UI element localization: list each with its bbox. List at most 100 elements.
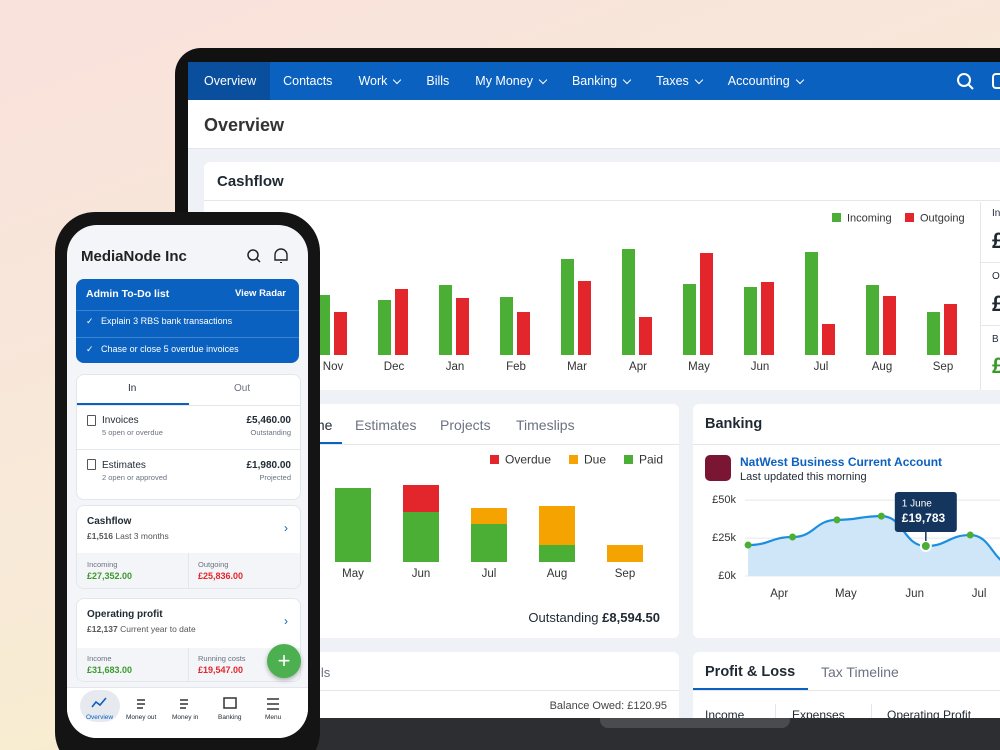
summary-amount: £1,516 bbox=[87, 531, 113, 541]
point bbox=[966, 531, 974, 539]
top-nav: Overview Contacts Work Bills My Money Ba… bbox=[188, 62, 1000, 100]
side-label: In bbox=[992, 208, 1000, 219]
bar bbox=[744, 287, 757, 355]
nav-item[interactable]: Banking bbox=[559, 62, 643, 100]
x-tick-label: Apr bbox=[629, 361, 647, 373]
legend-label: Overdue bbox=[505, 453, 551, 467]
nav-label: My Money bbox=[475, 74, 533, 88]
phone: MediaNode Inc Admin To-Do list View Rada… bbox=[55, 212, 320, 750]
x-tick-label: Jun bbox=[905, 588, 924, 600]
card-title: lls bbox=[318, 665, 331, 680]
side-label: B bbox=[992, 334, 999, 345]
nav-icons[interactable] bbox=[955, 72, 1000, 92]
x-tick-label: May bbox=[835, 588, 857, 600]
nav-item[interactable]: Bills bbox=[426, 74, 450, 88]
legend-swatch bbox=[490, 455, 499, 464]
legend-label: Incoming bbox=[847, 212, 892, 224]
fab[interactable]: + bbox=[267, 644, 301, 678]
summary-title: Cashflow bbox=[87, 516, 132, 527]
bar bbox=[334, 312, 347, 355]
tab[interactable]: In bbox=[128, 383, 137, 394]
side-value: £ bbox=[992, 228, 1000, 253]
bottom-nav-item[interactable]: Money in bbox=[172, 714, 199, 721]
laptop-notch bbox=[600, 718, 790, 728]
point bbox=[919, 539, 932, 552]
summary-value: £31,683.00 bbox=[87, 665, 133, 675]
phone-screen: MediaNode Inc Admin To-Do list View Rada… bbox=[67, 225, 308, 738]
todo-item[interactable]: ✓ Explain 3 RBS bank transactions bbox=[86, 316, 233, 326]
x-tick-label: Jul bbox=[814, 361, 829, 373]
todo-item[interactable]: ✓ Chase or close 5 overdue invoices bbox=[86, 344, 239, 354]
x-tick-label: Jun bbox=[412, 568, 431, 580]
outstanding: Outstanding £8,594.50 bbox=[528, 611, 660, 624]
point bbox=[877, 512, 885, 520]
tab[interactable]: Out bbox=[234, 383, 251, 394]
bar bbox=[622, 249, 635, 355]
card-title: Cashflow bbox=[217, 173, 284, 190]
legend-swatch bbox=[832, 213, 841, 222]
tab[interactable]: Tax Timeline bbox=[821, 664, 899, 680]
tab[interactable]: Timeslips bbox=[516, 417, 575, 433]
point bbox=[744, 541, 752, 549]
x-tick-label: Jan bbox=[446, 361, 465, 373]
tab[interactable]: Estimates bbox=[355, 417, 417, 433]
nav-item[interactable]: Contacts bbox=[283, 74, 333, 88]
header-icons[interactable] bbox=[245, 247, 295, 265]
todo-card[interactable]: Admin To-Do list View Radar ✓ Explain 3 … bbox=[76, 279, 299, 363]
x-tick-label: Jun bbox=[751, 361, 770, 373]
company-name: MediaNode Inc bbox=[81, 248, 187, 265]
bar bbox=[683, 284, 696, 355]
profit-summary[interactable]: Operating profit £12,137 Current year to… bbox=[76, 598, 301, 682]
row-status: Projected bbox=[259, 473, 291, 482]
bar bbox=[439, 285, 452, 355]
nav-label: Accounting bbox=[727, 74, 790, 88]
bottom-nav-item[interactable]: Banking bbox=[218, 714, 242, 721]
row-name[interactable]: Invoices bbox=[102, 415, 139, 426]
nav-label: Taxes bbox=[656, 74, 689, 88]
bar bbox=[395, 289, 408, 355]
summary-value: £19,547.00 bbox=[198, 665, 244, 675]
row-status: Outstanding bbox=[250, 428, 291, 437]
nav-item[interactable]: Overview bbox=[188, 62, 271, 100]
last-updated: Last updated this morning bbox=[740, 471, 867, 483]
todo-text: Chase or close 5 overdue invoices bbox=[101, 344, 239, 354]
bar bbox=[378, 300, 391, 355]
todo-title: Admin To-Do list bbox=[86, 288, 170, 300]
x-tick-label: Feb bbox=[506, 361, 526, 373]
bar bbox=[578, 281, 591, 355]
bottom-nav-item[interactable]: Overview bbox=[86, 714, 114, 721]
todo-link[interactable]: View Radar bbox=[234, 288, 286, 299]
bar bbox=[561, 259, 574, 355]
x-tick-label: Nov bbox=[323, 361, 344, 373]
bottom-nav-item[interactable]: Money out bbox=[126, 714, 157, 721]
title-bar bbox=[188, 100, 1000, 149]
summary-period: Last 3 months bbox=[115, 531, 169, 541]
account-name[interactable]: NatWest Business Current Account bbox=[740, 455, 943, 469]
tab[interactable]: Projects bbox=[440, 417, 491, 433]
nav-item[interactable]: Taxes bbox=[643, 62, 715, 100]
nav-item[interactable]: Accounting bbox=[715, 62, 816, 100]
legend-swatch bbox=[905, 213, 914, 222]
nav-label: Work bbox=[358, 74, 388, 88]
bar bbox=[500, 297, 513, 355]
bottom-nav-item[interactable]: Menu bbox=[265, 714, 282, 721]
outstanding-value: £8,594.50 bbox=[602, 610, 660, 625]
cashflow-summary[interactable]: Cashflow £1,516 Last 3 months › Incoming… bbox=[76, 505, 301, 589]
nav-item[interactable]: Work bbox=[345, 62, 413, 100]
bar bbox=[883, 296, 896, 355]
bar-segment bbox=[471, 524, 507, 562]
x-tick-label: Apr bbox=[770, 588, 788, 600]
nav-item[interactable]: My Money bbox=[462, 62, 559, 100]
bar-segment bbox=[335, 488, 371, 562]
legend-label: Due bbox=[584, 453, 606, 467]
point bbox=[789, 533, 797, 541]
tab[interactable]: Profit & Loss bbox=[705, 664, 796, 680]
y-tick-label: £50k bbox=[712, 494, 736, 506]
area bbox=[748, 516, 1000, 576]
bar-segment bbox=[539, 545, 575, 562]
row-name[interactable]: Estimates bbox=[102, 460, 146, 471]
side-label: O bbox=[992, 271, 1000, 282]
tooltip-value: £19,783 bbox=[902, 511, 946, 525]
row-amount: £5,460.00 bbox=[246, 415, 292, 426]
